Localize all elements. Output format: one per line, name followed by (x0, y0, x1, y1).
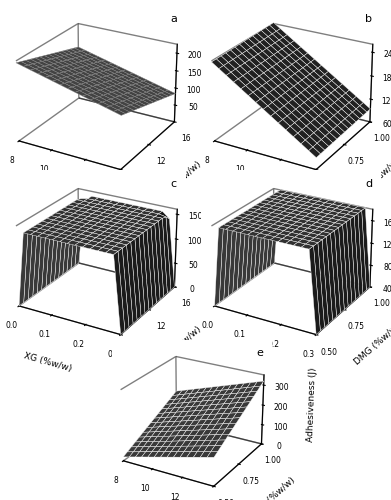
Y-axis label: DMG (%w/w): DMG (%w/w) (353, 322, 391, 366)
Text: a: a (170, 14, 177, 24)
Text: c: c (170, 179, 177, 189)
X-axis label: PO (%w/w): PO (%w/w) (219, 186, 268, 208)
Y-axis label: CB (%w/w): CB (%w/w) (161, 324, 203, 364)
X-axis label: XG (%w/w): XG (%w/w) (23, 352, 73, 374)
Y-axis label: CB (%w/w): CB (%w/w) (161, 160, 203, 198)
Text: b: b (365, 14, 372, 24)
Text: e: e (257, 348, 264, 358)
X-axis label: PO (%w/w): PO (%w/w) (23, 186, 73, 208)
Text: d: d (365, 179, 372, 189)
X-axis label: XG (%w/w): XG (%w/w) (219, 352, 269, 374)
Y-axis label: DMG (%w/w): DMG (%w/w) (353, 156, 391, 202)
Y-axis label: DMG (%w/w): DMG (%w/w) (248, 476, 297, 500)
